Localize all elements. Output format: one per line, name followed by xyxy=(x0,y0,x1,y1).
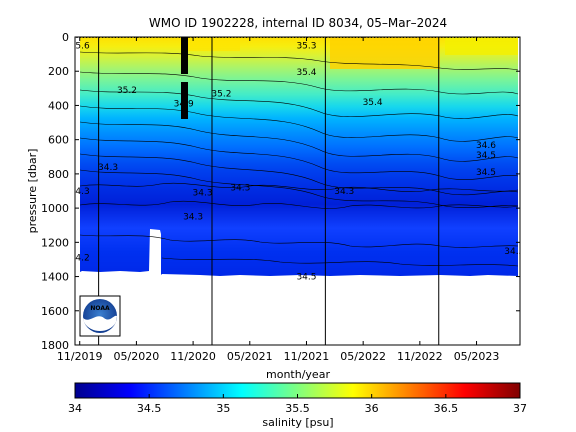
contour-label: 34.9 xyxy=(174,100,194,110)
colorbar-tick-label: 35 xyxy=(216,402,230,415)
x-tick-label: 11/2022 xyxy=(397,350,443,363)
chart-title: WMO ID 1902228, internal ID 8034, 05–Mar… xyxy=(149,16,447,30)
y-tick-label: 1600 xyxy=(41,305,69,318)
colorbar-tick-label: 35.5 xyxy=(285,402,310,415)
contour-label: 34.3 xyxy=(334,187,354,197)
data-gap-bar xyxy=(181,37,188,74)
x-tick-label: 05/2020 xyxy=(114,350,160,363)
x-tick-label: 05/2021 xyxy=(227,350,273,363)
colorbar-tick-label: 34.5 xyxy=(137,402,162,415)
contour-label: 35.6 xyxy=(70,42,90,52)
contour-label: 34.3 xyxy=(70,187,90,197)
fresh-surface-patch xyxy=(445,37,518,55)
contour-line xyxy=(79,200,519,209)
year-boundary-lines xyxy=(98,37,440,345)
colorbar-tick-label: 34 xyxy=(68,402,82,415)
colorbar-tick-label: 36.5 xyxy=(434,402,459,415)
colorbar-tick-label: 37 xyxy=(513,402,527,415)
x-tick-label: 11/2020 xyxy=(170,350,216,363)
logo-text: NOAA xyxy=(90,305,110,312)
x-axis-label: month/year xyxy=(266,368,330,381)
contour-labels: 35.635.234.935.235.335.435.434.634.534.5… xyxy=(70,42,524,283)
x-tick-label: 05/2022 xyxy=(340,350,386,363)
y-tick-label: 800 xyxy=(48,168,69,181)
y-tick-label: 400 xyxy=(48,99,69,112)
contour-label: 35.3 xyxy=(296,42,316,52)
y-axis: 0 200 400 600 800 1000 1200 1400 1600 1800 xyxy=(41,31,520,352)
colorbar-axis: 34 34.5 35 35.5 36 36.5 37 xyxy=(68,394,527,415)
contour-label: 34.3 xyxy=(193,189,213,199)
noaa-logo: NOAA xyxy=(79,295,121,337)
y-tick-label: 1800 xyxy=(41,339,69,352)
y-tick-label: 0 xyxy=(62,31,69,44)
contour-label: 34.5 xyxy=(476,168,496,178)
contour-label: 34.6 xyxy=(476,141,496,151)
contour-label: 34.5 xyxy=(504,247,524,257)
contour-line xyxy=(79,51,519,71)
data-gap-bar xyxy=(181,82,188,119)
contour-label: 34.5 xyxy=(476,151,496,161)
contour-line xyxy=(79,137,519,180)
contour-line xyxy=(161,257,519,267)
contour-label: 35.2 xyxy=(117,86,137,96)
y-tick-label: 200 xyxy=(48,65,69,78)
y-tick-label: 1200 xyxy=(41,236,69,249)
contour-label: 34.2 xyxy=(70,254,90,264)
colorbar-label: salinity [psu] xyxy=(262,416,333,429)
contour-label: 35.4 xyxy=(296,68,316,78)
y-tick-label: 600 xyxy=(48,134,69,147)
contour-line xyxy=(79,121,519,162)
fresh-surface-patch xyxy=(330,37,440,69)
contour-label: 34.3 xyxy=(230,184,250,194)
x-tick-label: 11/2021 xyxy=(284,350,330,363)
logo-wave xyxy=(83,315,117,331)
y-tick-label: 1400 xyxy=(41,271,69,284)
salinity-field: 35.635.234.935.235.335.435.434.634.534.5… xyxy=(70,37,524,345)
contour-label: 35.2 xyxy=(211,89,231,99)
contour-line xyxy=(79,71,519,95)
contour-label: 34.3 xyxy=(183,213,203,223)
y-tick-label: 1000 xyxy=(41,202,69,215)
x-tick-label: 11/2019 xyxy=(57,350,103,363)
contour-label: 34.3 xyxy=(98,163,118,173)
contour-line xyxy=(79,169,519,209)
contour-label: 35.4 xyxy=(363,98,383,108)
contour-line xyxy=(79,89,519,119)
y-axis-label: pressure [dbar] xyxy=(26,149,39,234)
contour-line xyxy=(79,234,519,248)
contour-line xyxy=(79,153,519,196)
x-tick-label: 05/2023 xyxy=(454,350,500,363)
contour-line xyxy=(79,105,519,142)
contour-label: 34.5 xyxy=(296,273,316,283)
fresh-surface-patch xyxy=(185,37,240,51)
colorbar-tick-label: 36 xyxy=(365,402,379,415)
salinity-fill xyxy=(80,37,518,276)
x-axis: 11/2019 05/2020 11/2020 05/2021 11/2021 05/20… xyxy=(57,37,500,363)
plot-frame xyxy=(74,36,521,346)
